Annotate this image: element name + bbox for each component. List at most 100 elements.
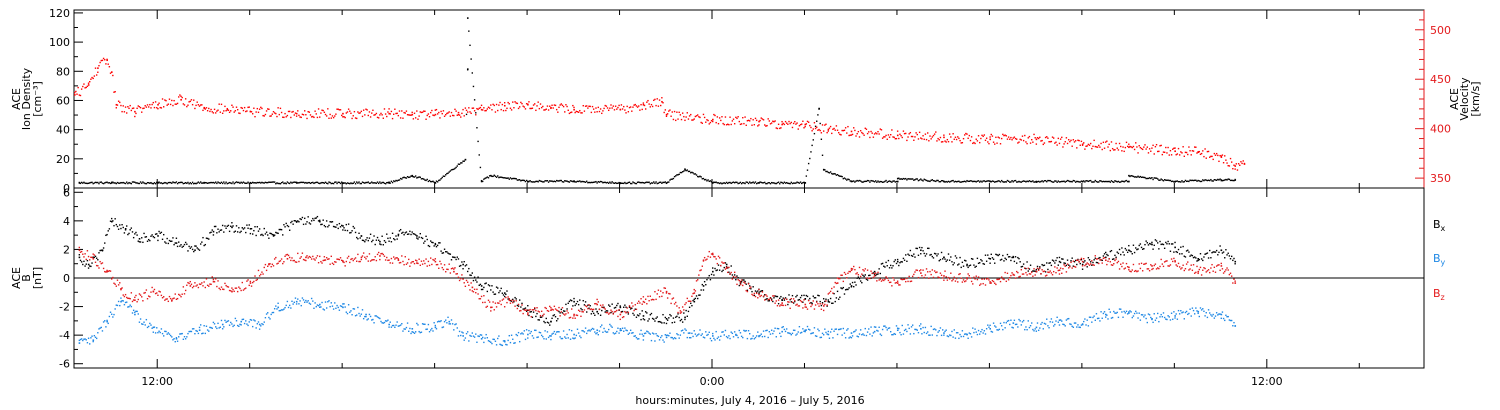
data-point [234,287,237,289]
data-point [450,169,453,171]
data-point [233,182,235,185]
data-point [792,329,795,331]
data-point [1087,325,1090,327]
data-point [857,180,860,182]
y-tick-label: -2 [59,301,70,314]
data-point [1227,178,1229,180]
data-point [896,282,899,284]
data-point [1234,282,1237,284]
data-point [991,135,994,137]
data-point [280,309,283,311]
data-point [402,117,404,119]
data-point [858,179,861,182]
data-point [293,181,296,183]
data-point [1081,263,1084,266]
data-point [191,248,194,251]
data-point [374,113,376,116]
data-point [751,124,753,126]
data-point [319,303,321,306]
data-point [599,314,602,316]
data-point [544,306,546,309]
data-point [1104,141,1107,143]
data-point [109,311,112,313]
data-point [387,237,389,240]
data-point [885,134,887,137]
data-point [339,305,342,307]
data-point [345,311,348,313]
data-point [688,332,691,334]
data-point [653,181,655,183]
data-point [662,102,664,104]
data-point [384,113,387,115]
data-point [154,292,157,295]
data-point [1190,154,1192,156]
data-point [621,182,624,184]
data-point [655,298,657,301]
data-point [581,180,583,183]
data-point [255,111,257,113]
data-point [1211,155,1213,158]
data-point [366,109,368,111]
data-point [510,109,513,111]
data-point [382,322,385,324]
data-point [641,333,643,335]
data-point [707,119,709,122]
data-point [700,289,702,291]
data-point [149,182,151,184]
data-point [611,303,613,305]
data-point [508,298,510,300]
data-point [409,114,411,116]
data-point [690,113,692,116]
data-point [375,239,378,241]
data-point [874,132,877,134]
data-point [309,114,312,116]
data-point [1151,147,1153,149]
data-point [112,74,114,77]
data-point [1170,312,1173,314]
data-point [212,234,215,236]
data-point [172,181,174,183]
y-tick-label: 40 [56,124,70,137]
data-point [1052,260,1055,262]
data-point [868,274,870,277]
data-point [503,340,506,343]
data-point [958,137,960,140]
data-point [1007,319,1010,322]
data-point [1207,150,1210,153]
data-point [268,237,270,239]
data-point [245,320,247,322]
data-point [245,287,247,289]
data-point [925,332,928,335]
data-point [966,179,968,182]
data-point [791,332,794,335]
data-point [360,182,363,185]
data-point [879,333,882,335]
data-point [996,180,998,183]
data-point [650,312,653,315]
data-point [175,338,178,340]
data-point [817,129,819,131]
data-point [399,117,402,119]
data-point [670,178,672,180]
data-point [597,301,599,303]
data-point [536,105,538,107]
data-point [849,180,851,182]
data-point [980,137,982,140]
data-point [933,133,936,135]
data-point [350,182,352,184]
data-point [404,232,406,234]
data-point [238,181,240,184]
data-point [824,300,826,303]
data-point [728,266,730,269]
data-point [279,183,282,185]
data-point [694,333,697,335]
data-point [189,330,191,333]
data-point [336,224,338,226]
data-point [699,294,701,296]
data-point [905,132,907,135]
data-point [707,179,709,181]
data-point [1078,326,1080,328]
data-point [624,304,626,306]
data-point [543,109,545,111]
data-point [592,181,595,183]
